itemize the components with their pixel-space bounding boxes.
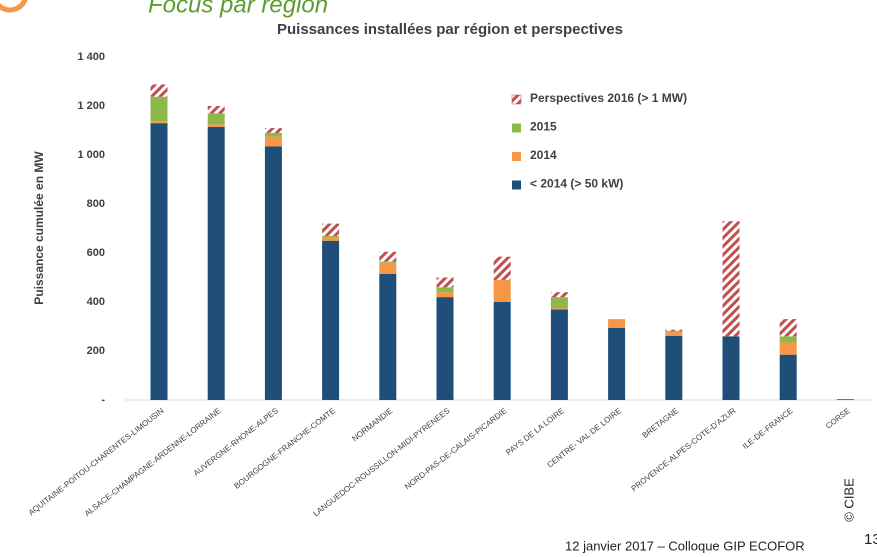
bar-segment xyxy=(665,332,683,336)
y-tick-label: 1 200 xyxy=(77,100,105,112)
legend-swatch xyxy=(511,94,522,105)
bar-segment xyxy=(436,277,454,288)
legend-swatch xyxy=(512,152,521,161)
legend-label: 2015 xyxy=(530,120,557,134)
bar-segment xyxy=(436,287,454,293)
bar-segment xyxy=(779,319,797,337)
bar-segment xyxy=(322,237,340,241)
bar-segment xyxy=(550,292,568,298)
bar-segment xyxy=(150,121,168,124)
bar-segment xyxy=(665,335,683,400)
bar-segment xyxy=(493,279,511,302)
y-tick-label: 200 xyxy=(87,345,105,357)
bar-segment xyxy=(779,342,797,355)
y-tick-label: - xyxy=(101,394,105,406)
bar-segment xyxy=(322,223,340,236)
bar-segment xyxy=(779,336,797,343)
bar-segment xyxy=(322,240,340,400)
x-tick-label: CORSE xyxy=(824,406,852,431)
logo xyxy=(0,0,28,13)
bar-segment xyxy=(550,308,568,310)
y-tick-label: 600 xyxy=(87,247,105,259)
bar-segment xyxy=(665,329,683,331)
bar-segment xyxy=(436,292,454,298)
y-axis-label: Puissance cumulée en MW xyxy=(32,151,46,305)
bar-segment xyxy=(264,136,282,147)
y-tick-label: 800 xyxy=(87,198,105,210)
bar-segment xyxy=(550,309,568,400)
bar-segment xyxy=(207,124,225,127)
copyright: © CIBE xyxy=(841,478,856,522)
bar-segment xyxy=(493,302,511,400)
bar-segment xyxy=(264,146,282,400)
x-tick-label: BRETAGNE xyxy=(641,406,681,440)
x-tick-label: ILE-DE-FRANCE xyxy=(741,406,795,451)
bar-segment xyxy=(379,251,397,262)
bar-segment xyxy=(836,399,854,400)
legend-label: < 2014 (> 50 kW) xyxy=(530,177,623,191)
legend-label: Perspectives 2016 (> 1 MW) xyxy=(530,91,687,105)
bar-segment xyxy=(665,330,683,333)
bar-segment xyxy=(379,273,397,400)
bar-segment xyxy=(207,126,225,400)
bar-segment xyxy=(150,96,168,122)
legend-label: 2014 xyxy=(530,148,557,162)
bar-segment xyxy=(207,106,225,114)
y-tick-label: 1 000 xyxy=(77,149,105,161)
legend-swatch xyxy=(512,123,521,133)
x-tick-label: NORMANDIE xyxy=(350,406,394,443)
x-tick-label: NORD-PAS-DE-CALAIS-PICARDIE xyxy=(403,406,509,491)
y-tick-label: 400 xyxy=(87,296,105,308)
bar-segment xyxy=(207,113,225,125)
bar-segment xyxy=(493,256,511,280)
bar-segment xyxy=(150,84,168,97)
bar-segment xyxy=(722,336,740,400)
footer: 12 janvier 2017 – Colloque GIP ECOFOR xyxy=(565,538,805,553)
x-tick-label: PROVENCE-ALPES-COTE-D'AZUR xyxy=(630,406,738,493)
bar-segment xyxy=(379,262,397,274)
legend-swatch xyxy=(512,180,521,190)
bar-segment xyxy=(264,128,282,133)
bar-segment xyxy=(722,221,740,337)
slide-title: Focus par région xyxy=(148,0,328,18)
chart-title: Puissances installées par région et pers… xyxy=(277,21,623,38)
y-tick-label: 1 400 xyxy=(77,51,105,63)
bar-segment xyxy=(379,261,397,263)
bar-segment xyxy=(550,297,568,309)
bar-segment xyxy=(608,319,626,328)
bar-segment xyxy=(150,123,168,401)
page-number: 13 xyxy=(864,531,877,548)
bar-segment xyxy=(779,354,797,400)
bar-segment xyxy=(608,327,626,400)
bar-segment xyxy=(264,132,282,137)
bar-segment xyxy=(436,297,454,400)
bar-segment xyxy=(322,235,340,238)
x-tick-label: BOURGOGNE-FRANCHE-COMTE xyxy=(232,406,337,491)
x-tick-label: PAYS DE LA LOIRE xyxy=(504,406,566,457)
